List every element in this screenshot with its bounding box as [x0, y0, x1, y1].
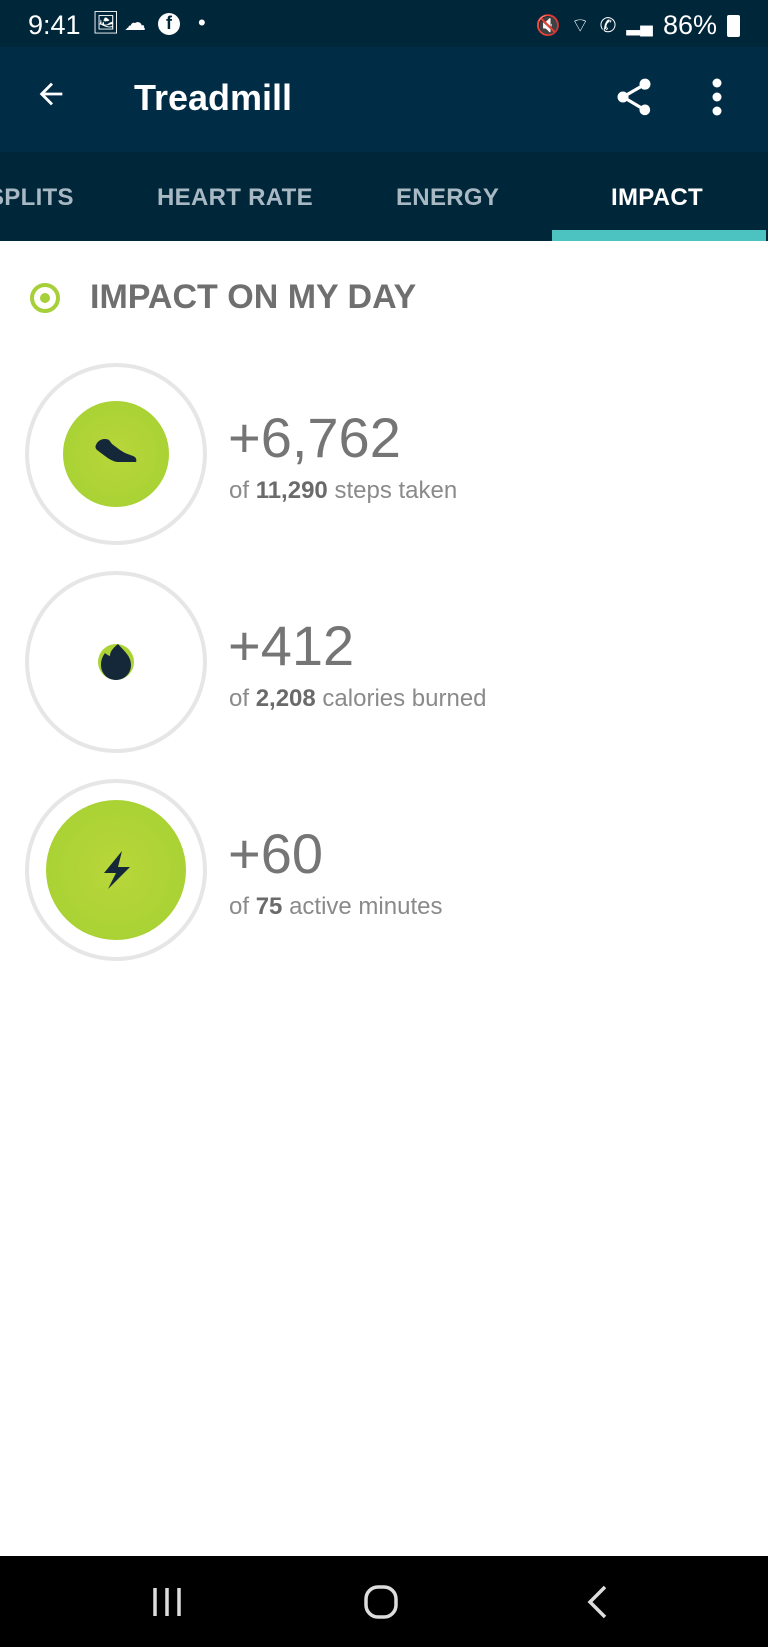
progress-ring [25, 571, 207, 753]
tab-bar: SPLITS HEART RATE ENERGY IMPACT [0, 152, 768, 241]
home-button[interactable] [363, 1584, 399, 1620]
section-title: IMPACT ON MY DAY [90, 278, 417, 316]
clock: 9:41 [28, 10, 81, 40]
calories-value: +412 [228, 614, 355, 677]
tab-heart-rate[interactable]: HEART RATE [157, 184, 313, 211]
arrow-left-icon [39, 82, 63, 106]
signal-icon: ▂▄ [626, 15, 653, 35]
wifi-icon: ⌔ [570, 15, 590, 37]
steps-value: +6,762 [228, 406, 401, 469]
tab-energy[interactable]: ENERGY [396, 184, 500, 211]
share-icon [617, 78, 651, 116]
wifi-calling-icon: ✆ [599, 15, 617, 37]
battery-text: 86% [662, 10, 717, 40]
tab-splits[interactable]: SPLITS [0, 184, 74, 211]
battery-icon [727, 14, 740, 37]
tab-indicator [552, 230, 766, 241]
steps-total: of 11,290 steps taken [229, 477, 458, 504]
gallery-icon: 🖼 [92, 10, 120, 35]
lightning-icon [104, 851, 130, 889]
section-header: IMPACT ON MY DAY [30, 278, 416, 317]
metric-active-minutes: +60 of 75 active minutes [25, 779, 725, 963]
active-minutes-total: of 75 active minutes [229, 893, 443, 920]
mute-icon: 🔇 [535, 15, 561, 37]
more-options-button[interactable] [710, 77, 724, 122]
share-button[interactable] [612, 75, 656, 124]
cloud-icon: ☁ [124, 10, 146, 35]
facebook-icon: f [158, 13, 180, 35]
back-nav-button[interactable] [585, 1584, 609, 1620]
target-icon [30, 282, 60, 313]
back-button[interactable] [34, 77, 68, 118]
status-bar: 9:41 🖼 ☁ f • 🔇 ⌔ ✆ ▂▄ 86% [0, 0, 768, 47]
active-minutes-value: +60 [228, 822, 323, 885]
flame-icon [101, 644, 131, 680]
recent-apps-button[interactable] [150, 1586, 184, 1618]
metric-calories: +412 of 2,208 calories burned [25, 571, 725, 755]
system-nav-bar [0, 1556, 768, 1647]
more-vert-icon [712, 78, 722, 116]
progress-ring [25, 363, 207, 545]
metric-steps: +6,762 of 11,290 steps taken [25, 363, 725, 547]
page-title: Treadmill [134, 77, 293, 118]
calories-total: of 2,208 calories burned [229, 685, 487, 712]
shoe-icon [95, 439, 137, 462]
tab-impact[interactable]: IMPACT [611, 184, 704, 211]
dot-icon: • [198, 10, 206, 35]
app-bar: Treadmill [0, 47, 768, 152]
progress-ring [25, 779, 207, 961]
